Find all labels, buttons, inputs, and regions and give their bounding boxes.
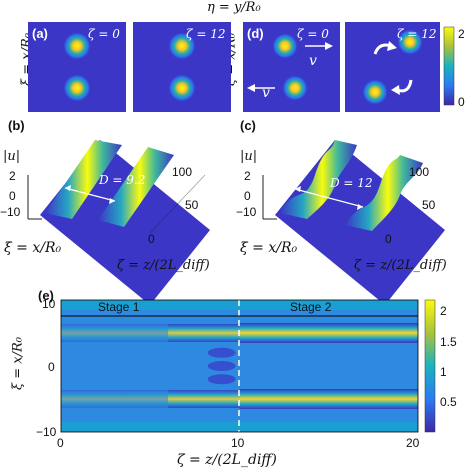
velocity-label-bottom: v [262,85,270,101]
dark-pulse-2 [207,347,236,358]
panel-b-zeta-100: 100 [172,165,193,179]
panel-b-zeta-50: 50 [185,198,199,212]
panel-b-ztick-2: 2 [9,169,16,183]
panel-b-ylabel: ζ = z/(2L_diff) [117,258,210,273]
panel-e-cbar-2: 2 [440,304,447,318]
eta-label: η = y/R₀ [207,0,261,15]
panel-c-xlabel: ξ = x/R₀ [240,240,298,256]
panel-b-zlabel: |u| [3,149,21,164]
panel-b-xtick: −10 [0,205,21,219]
panel-c-surface [262,140,445,305]
panel-a-left [28,22,126,112]
panel-e-cbar-0.5: 0.5 [440,395,457,409]
panel-b-zeta-0: 0 [148,232,155,246]
panel-e-ylabel: ξ = x/R₀ [10,336,26,391]
panel-d-right [345,22,440,112]
panel-d-zeta-right: ζ = 12 [397,27,437,41]
dark-pulse-1 [207,361,236,371]
panel-c-ylabel: ζ = z/(2L_diff) [354,258,447,273]
panel-c-zeta-100: 100 [409,165,430,179]
panel-d-tag: (d) [247,26,264,41]
velocity-label-top: v [309,53,317,69]
panel-b-surface [27,140,210,305]
panel-e-xlabel: ζ = z/(2L_diff) [177,452,277,468]
panel-c-distance: D = 12 [330,176,373,190]
panel-b-ztick-0: 0 [9,189,16,203]
stage2-label: Stage 2 [290,300,332,314]
panel-a-zeta-right: ζ = 12 [186,27,226,41]
beam-stage2-0 [239,323,418,343]
panel-c-ztick-2: 2 [244,169,251,183]
panel-e-cbar-1.5: 1.5 [440,335,457,349]
panel-e-cbar-1: 1 [440,365,447,379]
panel-e-heatmap [60,299,419,433]
panel-c-ztick-0: 0 [244,189,251,203]
panel-a-zeta-left: ζ = 0 [88,27,120,41]
panel-b-tag: (b) [8,118,25,133]
heatmap-beams [61,323,418,409]
panel-c-zlabel: |u| [240,149,258,164]
panel-e-ytick-0: 0 [48,360,55,374]
panel-d-left [243,22,340,112]
stage1-label: Stage 1 [98,300,140,314]
panel-c-zeta-0: 0 [385,232,392,246]
top-colorbar [443,26,455,106]
top-cbar-max: 2 [458,27,465,41]
top-cbar-min: 0 [458,95,465,109]
panel-e-colorbar [424,299,436,433]
panel-d-zeta-left: ζ = 0 [297,27,329,41]
panel-e-xtick-20: 20 [406,436,420,450]
panel-e-xtick-10: 10 [231,436,245,450]
panel-e-xtick-0: 0 [57,436,64,450]
panel-a-tag: (a) [32,26,48,41]
panel-c-xtick: −10 [236,205,257,219]
beam-stage1-bright-0 [168,324,240,342]
panel-b-distance: D = 9.2 [99,173,146,187]
dark-pulse-0 [207,374,236,385]
panel-e-tag: (e) [38,288,54,303]
panel-c-zeta-50: 50 [422,198,436,212]
panel-e-ytick-10: 10 [42,297,56,311]
panel-b-xlabel: ξ = x/R₀ [4,240,62,256]
panel-a-right [133,22,231,112]
beam-stage2-1 [239,389,418,409]
panel-c-tag: (c) [240,118,256,133]
beam-stage1-bright-1 [168,390,240,408]
panel-e-ytick-m10: −10 [36,425,57,439]
